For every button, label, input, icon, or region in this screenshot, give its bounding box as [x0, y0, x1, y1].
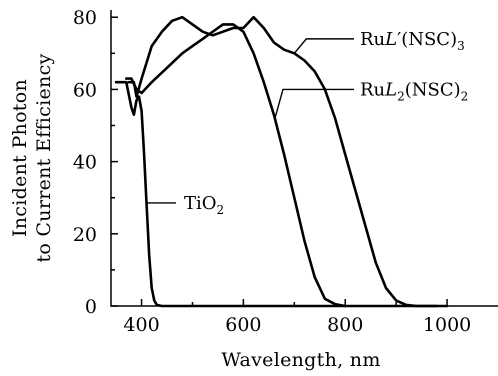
y-tick-label: 80 [73, 7, 97, 29]
x-tick-label: 800 [327, 314, 363, 336]
x-tick-label: 1000 [423, 314, 471, 336]
y-tick-label: 60 [73, 79, 97, 101]
axes: 400 600 800 1000 0 20 40 60 80 [73, 7, 498, 336]
x-axis-title: Wavelength, nm [221, 349, 380, 371]
series-layer [114, 15, 449, 308]
y-axis-title-line-2: to Current Efficiency [33, 53, 55, 262]
y-tick-label: 40 [73, 152, 97, 174]
series-label-0: TiO2 [184, 193, 224, 217]
x-tick-label: 600 [225, 314, 261, 336]
annotation-layer: TiO2 RuL2(NSC)2 RuL′(NSC)3 [146, 29, 468, 217]
y-axis-title-line-1: Incident Photon [9, 79, 31, 237]
leader-line-rul2 [274, 88, 354, 119]
series-label-1: RuL2(NSC)2 [360, 79, 468, 103]
y-tick-label: 20 [73, 224, 97, 246]
leader-line-rul3 [293, 38, 354, 54]
y-tick-label: 0 [85, 296, 97, 318]
series-label-2: RuL′(NSC)3 [360, 29, 465, 53]
axis-labels: Wavelength, nm Incident Photon to Curren… [9, 53, 380, 371]
x-tick-label: 400 [123, 314, 159, 336]
axis-frame [110, 10, 498, 307]
series-line-0 [114, 80, 449, 308]
series-line-2 [127, 15, 439, 308]
series-line-1 [125, 23, 347, 308]
